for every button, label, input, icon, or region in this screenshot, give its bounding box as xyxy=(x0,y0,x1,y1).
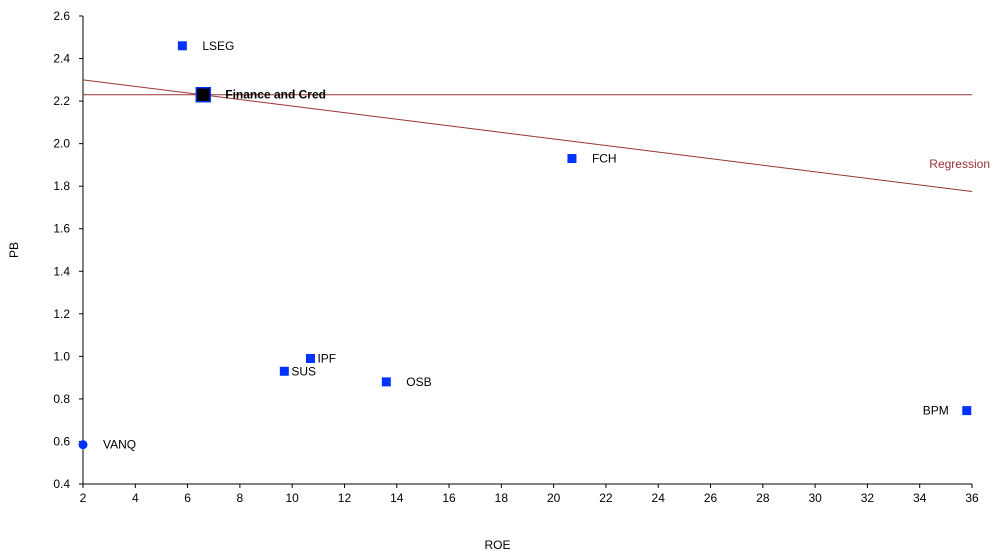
x-tick-label: 32 xyxy=(861,491,875,505)
x-tick-label: 34 xyxy=(913,491,927,505)
y-tick-label: 0.4 xyxy=(53,477,70,491)
trend-lines: Regression xyxy=(82,79,990,192)
x-tick-label: 12 xyxy=(338,491,352,505)
highlight-marker xyxy=(195,86,212,103)
data-point: LSEG xyxy=(177,39,234,53)
y-tick-label: 1.6 xyxy=(53,222,70,236)
axes: 2 4 6 8 10 12 14 16 18 20 22 24 26 28 30 32 34 360.40.60.… xyxy=(53,9,979,505)
x-tick-label: 22 xyxy=(599,491,613,505)
data-point: VANQ xyxy=(78,438,136,452)
y-tick-label: 1.8 xyxy=(53,179,70,193)
x-tick-label: 14 xyxy=(390,491,404,505)
y-tick-label: 1.0 xyxy=(53,349,70,363)
y-tick-label: 1.4 xyxy=(53,264,70,278)
x-tick-label: 24 xyxy=(652,491,666,505)
point-label: IPF xyxy=(317,351,336,365)
data-point: OSB xyxy=(381,375,432,389)
point-label: LSEG xyxy=(202,39,234,53)
x-tick-label: 20 xyxy=(547,491,561,505)
point-label: BPM xyxy=(923,404,949,418)
point-label: OSB xyxy=(406,375,431,389)
point-label: SUS xyxy=(291,364,316,378)
point-label: VANQ xyxy=(103,438,136,452)
point-marker xyxy=(279,366,289,376)
data-point: SUS xyxy=(279,364,316,378)
y-tick-label: 1.2 xyxy=(53,307,70,321)
point-marker xyxy=(305,353,315,363)
point-marker xyxy=(78,440,88,450)
x-tick-label: 2 xyxy=(80,491,87,505)
x-axis-title: ROE xyxy=(484,538,510,552)
y-axis-title: PB xyxy=(7,242,21,258)
y-tick-label: 2.2 xyxy=(53,94,70,108)
y-tick-label: 0.8 xyxy=(53,392,70,406)
x-tick-label: 16 xyxy=(442,491,456,505)
data-point: BPM xyxy=(923,404,972,418)
y-tick-label: 2.6 xyxy=(53,9,70,23)
point-marker xyxy=(381,377,391,387)
x-tick-label: 4 xyxy=(132,491,139,505)
x-tick-label: 18 xyxy=(495,491,509,505)
x-tick-label: 28 xyxy=(756,491,770,505)
point-marker xyxy=(962,406,972,416)
x-tick-label: 8 xyxy=(237,491,244,505)
y-tick-label: 2.0 xyxy=(53,137,70,151)
x-tick-label: 30 xyxy=(808,491,822,505)
x-tick-label: 26 xyxy=(704,491,718,505)
point-marker xyxy=(177,41,187,51)
x-tick-label: 6 xyxy=(184,491,191,505)
data-point: Finance and Cred xyxy=(195,86,326,103)
data-point: IPF xyxy=(305,351,336,365)
point-label: FCH xyxy=(592,152,617,166)
data-point: FCH xyxy=(567,152,617,166)
point-marker xyxy=(567,154,577,164)
regression-label: Regression xyxy=(929,157,990,171)
y-tick-label: 2.4 xyxy=(53,52,70,66)
point-label: Finance and Cred xyxy=(225,88,326,102)
x-tick-label: 36 xyxy=(965,491,979,505)
regression-line xyxy=(82,79,973,192)
y-tick-label: 0.6 xyxy=(53,434,70,448)
x-tick-label: 10 xyxy=(285,491,299,505)
